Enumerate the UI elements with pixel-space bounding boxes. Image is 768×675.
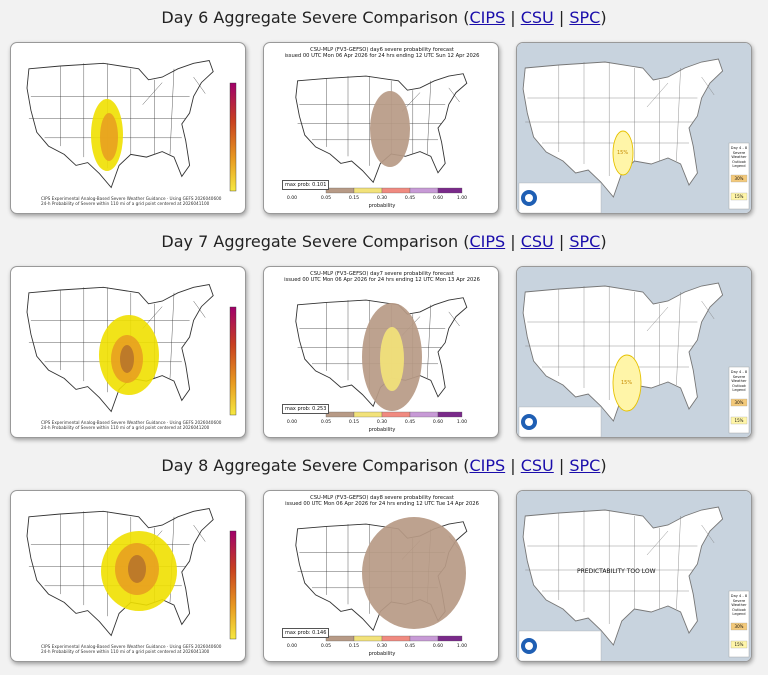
csu-map <box>295 297 468 418</box>
csu-max-prob: max prob: 0.253 <box>282 404 330 414</box>
csu-tick-label: 0.00 <box>286 420 298 425</box>
link-spc[interactable]: SPC <box>569 456 601 475</box>
section-heading: Day 6 Aggregate Severe Comparison (CIPS … <box>0 8 768 28</box>
spc-legend-title: Day 4 - 8 Severe Weather Outlook Legend <box>730 146 748 168</box>
csu-tick-label: 0.05 <box>320 196 332 201</box>
csu-tick-label: 0.60 <box>432 420 444 425</box>
csu-title-line1: CSU-MLP (FV3-GEFSO) day7 severe probabil… <box>310 271 454 277</box>
link-cips[interactable]: CIPS <box>469 456 506 475</box>
spc-probability-label: 15% <box>617 150 629 156</box>
cips-footer: CIPS Experimental Analog-Based Severe We… <box>41 644 231 654</box>
spc-outlook-thumbnail[interactable]: 15% Day 4 - 8 Severe Weather Outlook Lege… <box>516 42 752 214</box>
cips-footer: CIPS Experimental Analog-Based Severe We… <box>41 420 231 430</box>
cips-footer-line1: CIPS Experimental Analog-Based Severe We… <box>41 644 222 649</box>
cips-forecast-thumbnail[interactable]: CIPS Experimental Analog-Based Severe We… <box>10 266 246 438</box>
link-csu[interactable]: CSU <box>520 456 554 475</box>
csu-tick-label: 0.45 <box>404 196 416 201</box>
csu-tick-label: 0.15 <box>348 420 360 425</box>
cips-footer-line2: 24-h Probability of Severe within 110 mi… <box>41 425 210 430</box>
csu-title: CSU-MLP (FV3-GEFSO) day6 severe probabil… <box>264 47 498 59</box>
csu-axis-label: probability <box>368 203 396 209</box>
spc-predictability-label: PREDICTABILITY TOO LOW <box>577 568 656 575</box>
link-csu[interactable]: CSU <box>520 232 554 251</box>
csu-tick-label: 0.00 <box>286 196 298 201</box>
csu-tick-label: 0.45 <box>404 420 416 425</box>
section-heading: Day 7 Aggregate Severe Comparison (CIPS … <box>0 232 768 252</box>
csu-tick-label: 0.15 <box>348 644 360 649</box>
cips-forecast-thumbnail[interactable]: CIPS Experimental Analog-Based Severe We… <box>10 42 246 214</box>
csu-tick-label: 0.30 <box>376 420 388 425</box>
heading-text: Day 8 Aggregate Severe Comparison ( <box>161 456 470 475</box>
cips-footer-line2: 24-h Probability of Severe within 110 mi… <box>41 201 210 206</box>
csu-tick-label: 0.60 <box>432 196 444 201</box>
spc-legend-entry: 30% <box>734 400 744 405</box>
csu-tick-label: 0.00 <box>286 644 298 649</box>
cips-footer: CIPS Experimental Analog-Based Severe We… <box>41 196 231 206</box>
csu-tick-label: 0.05 <box>320 420 332 425</box>
csu-tick-label: 0.30 <box>376 196 388 201</box>
heading-suffix: ) <box>600 456 607 475</box>
spc-map <box>517 43 751 213</box>
csu-map <box>295 73 468 194</box>
heading-suffix: ) <box>600 232 607 251</box>
csu-tick-label: 0.45 <box>404 644 416 649</box>
link-separator: | <box>505 8 521 27</box>
section-heading: Day 8 Aggregate Severe Comparison (CIPS … <box>0 456 768 476</box>
spc-legend-entry: 15% <box>734 194 744 199</box>
csu-forecast-thumbnail[interactable]: CSU-MLP (FV3-GEFSO) day6 severe probabil… <box>263 42 499 214</box>
csu-tick-label: 0.05 <box>320 644 332 649</box>
cips-map <box>26 283 237 416</box>
cips-forecast-thumbnail[interactable]: CIPS Experimental Analog-Based Severe We… <box>10 490 246 662</box>
cips-footer-line1: CIPS Experimental Analog-Based Severe We… <box>41 420 222 425</box>
csu-max-prob: max prob: 0.146 <box>282 628 330 638</box>
csu-max-prob: max prob: 0.101 <box>282 180 330 190</box>
csu-tick-label: 0.30 <box>376 644 388 649</box>
csu-title: CSU-MLP (FV3-GEFSO) day7 severe probabil… <box>264 271 498 283</box>
link-csu[interactable]: CSU <box>520 8 554 27</box>
link-cips[interactable]: CIPS <box>469 232 506 251</box>
csu-tick-label: 1.00 <box>456 644 468 649</box>
spc-outlook-thumbnail[interactable]: 15% Day 4 - 8 Severe Weather Outlook Lege… <box>516 266 752 438</box>
link-separator: | <box>553 232 570 251</box>
cips-footer-line2: 24-h Probability of Severe within 110 mi… <box>41 649 210 654</box>
link-separator: | <box>505 232 521 251</box>
cips-footer-line1: CIPS Experimental Analog-Based Severe We… <box>41 196 222 201</box>
csu-tick-label: 0.60 <box>432 644 444 649</box>
link-spc[interactable]: SPC <box>569 232 601 251</box>
heading-text: Day 6 Aggregate Severe Comparison ( <box>161 8 470 27</box>
spc-map <box>517 267 751 437</box>
csu-title-line2: issued 00 UTC Mon 06 Apr 2026 for 24 hrs… <box>284 277 480 283</box>
link-separator: | <box>505 456 521 475</box>
spc-legend-title: Day 4 - 8 Severe Weather Outlook Legend <box>730 370 748 392</box>
spc-map <box>517 491 751 661</box>
link-cips[interactable]: CIPS <box>469 8 506 27</box>
spc-legend-entry: 30% <box>734 624 744 629</box>
csu-tick-label: 0.15 <box>348 196 360 201</box>
csu-tick-label: 1.00 <box>456 420 468 425</box>
heading-suffix: ) <box>600 8 607 27</box>
csu-axis-label: probability <box>368 651 396 657</box>
cips-map <box>26 507 237 640</box>
spc-legend-entry: 15% <box>734 642 744 647</box>
csu-title-line2: issued 00 UTC Mon 06 Apr 2026 for 24 hrs… <box>285 501 479 507</box>
csu-forecast-thumbnail[interactable]: CSU-MLP (FV3-GEFSO) day8 severe probabil… <box>263 490 499 662</box>
csu-title-line1: CSU-MLP (FV3-GEFSO) day8 severe probabil… <box>310 495 454 501</box>
link-separator: | <box>553 8 570 27</box>
csu-title: CSU-MLP (FV3-GEFSO) day8 severe probabil… <box>264 495 498 507</box>
csu-map <box>295 517 468 642</box>
spc-legend-entry: 15% <box>734 418 744 423</box>
spc-legend-entry: 30% <box>734 176 744 181</box>
link-spc[interactable]: SPC <box>569 8 601 27</box>
spc-legend-title: Day 4 - 8 Severe Weather Outlook Legend <box>730 594 748 616</box>
spc-outlook-thumbnail[interactable]: PREDICTABILITY TOO LOW Day 4 - 8 Severe W… <box>516 490 752 662</box>
csu-forecast-thumbnail[interactable]: CSU-MLP (FV3-GEFSO) day7 severe probabil… <box>263 266 499 438</box>
csu-tick-label: 1.00 <box>456 196 468 201</box>
csu-axis-label: probability <box>368 427 396 433</box>
spc-probability-label: 15% <box>621 380 633 386</box>
csu-title-line1: CSU-MLP (FV3-GEFSO) day6 severe probabil… <box>310 47 454 53</box>
csu-title-line2: issued 00 UTC Mon 06 Apr 2026 for 24 hrs… <box>284 53 480 59</box>
heading-text: Day 7 Aggregate Severe Comparison ( <box>161 232 470 251</box>
link-separator: | <box>553 456 570 475</box>
cips-map <box>26 59 237 192</box>
